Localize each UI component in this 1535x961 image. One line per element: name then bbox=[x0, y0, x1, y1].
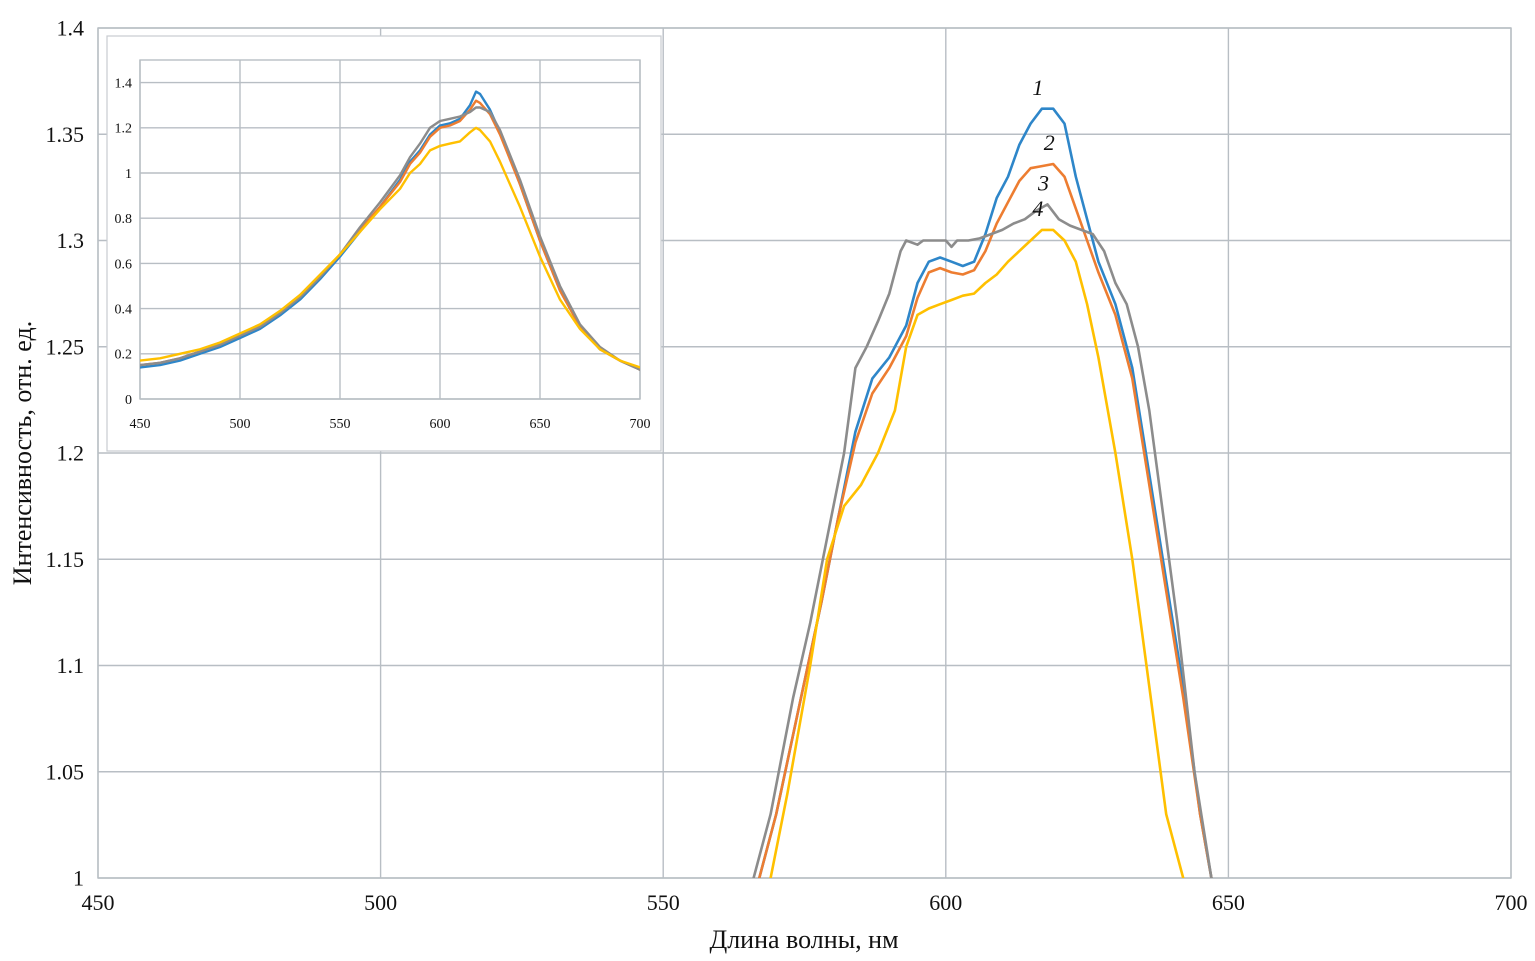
main-plot-frame bbox=[97, 27, 1512, 879]
inset-x-tick-label: 700 bbox=[630, 417, 651, 432]
curve-label-3: 3 bbox=[1037, 170, 1049, 195]
inset-series-line-4 bbox=[140, 126, 640, 369]
main-y-tick-label: 1.05 bbox=[46, 759, 85, 784]
main-y-tick-label: 1.4 bbox=[57, 16, 85, 41]
main-y-tick-label: 1.35 bbox=[46, 122, 85, 147]
main-series-line-4 bbox=[769, 228, 1185, 878]
inset-y-tick-label: 1.2 bbox=[115, 122, 133, 137]
main-y-tick-label: 1.3 bbox=[57, 228, 85, 253]
inset-y-tick-label: 0.2 bbox=[115, 348, 133, 363]
curve-label-1: 1 bbox=[1032, 75, 1043, 100]
main-series-group bbox=[752, 107, 1213, 878]
main-series-line-2 bbox=[757, 162, 1213, 878]
inset-plot-area: 450 500 550 600 650 700 0 0.2 0.4 0.6 0.8 1 1.2 1.4 bbox=[106, 35, 662, 452]
main-y-tick-label: 1.1 bbox=[57, 653, 85, 678]
inset-y-tick-label: 0.4 bbox=[115, 303, 133, 318]
inset-x-tick-label: 550 bbox=[330, 417, 351, 432]
inset-y-tick-label: 1.4 bbox=[115, 77, 133, 92]
inset-y-tick-label: 0 bbox=[125, 393, 132, 408]
inset-y-tick-label: 0.8 bbox=[115, 212, 133, 227]
inset-y-tick-label: 1 bbox=[125, 167, 132, 182]
main-x-tick-label: 600 bbox=[929, 890, 962, 915]
main-y-tick-label: 1.25 bbox=[46, 334, 85, 359]
inset-x-tick-label: 650 bbox=[530, 417, 551, 432]
inset-x-tick-label: 500 bbox=[230, 417, 251, 432]
main-y-tick-label: 1.15 bbox=[46, 547, 85, 572]
inset-series-group bbox=[140, 90, 640, 371]
main-x-tick-label: 450 bbox=[82, 890, 115, 915]
inset-y-tick-label: 0.6 bbox=[115, 257, 133, 272]
main-series-line-1 bbox=[757, 107, 1213, 878]
inset-x-tick-label: 600 bbox=[430, 417, 451, 432]
curve-label-4: 4 bbox=[1032, 196, 1043, 221]
main-plot-area: 450 500 550 600 650 700 1 1.05 1.1 1.15 1.2 1.25 1.3… bbox=[46, 16, 1528, 915]
inset-series-line-3 bbox=[140, 106, 640, 371]
main-x-tick-label: 550 bbox=[647, 890, 680, 915]
main-x-tick-label: 650 bbox=[1212, 890, 1245, 915]
main-series-line-3 bbox=[752, 203, 1213, 878]
inset-background bbox=[106, 35, 662, 452]
curve-label-2: 2 bbox=[1044, 130, 1055, 155]
main-x-tick-label: 500 bbox=[364, 890, 397, 915]
main-x-tick-label: 700 bbox=[1495, 890, 1528, 915]
x-axis-title: Длина волны, нм bbox=[709, 925, 898, 954]
main-y-tick-label: 1 bbox=[73, 866, 84, 891]
inset-x-tick-label: 450 bbox=[130, 417, 151, 432]
inset-plot-frame bbox=[139, 59, 641, 400]
main-y-tick-label: 1.2 bbox=[57, 441, 85, 466]
y-axis-title: Интенсивность, отн. ед. bbox=[8, 321, 37, 585]
